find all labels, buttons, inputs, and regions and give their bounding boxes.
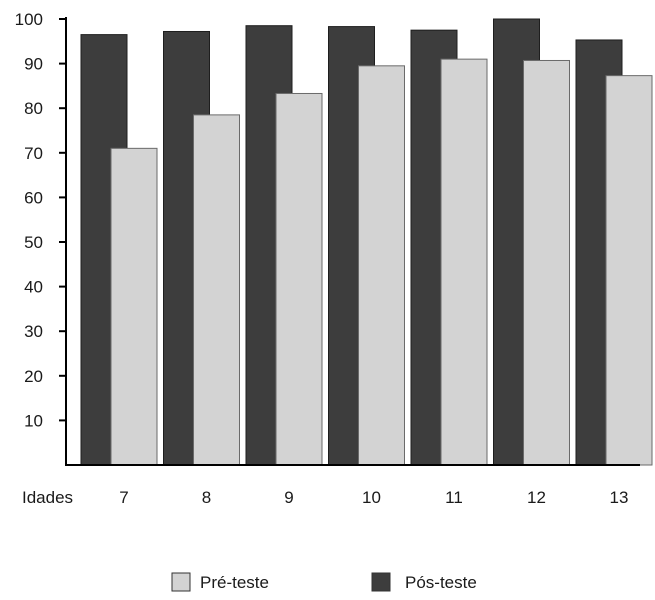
y-tick-label: 20 [24, 367, 43, 386]
bar-pre-teste [523, 59, 570, 466]
y-tick-label: 100 [15, 10, 43, 29]
y-tick-label: 60 [24, 188, 43, 207]
bar-pre-teste [440, 58, 488, 466]
y-tick-label: 30 [24, 322, 43, 341]
x-tick-label: 13 [610, 488, 629, 507]
x-tick-label: 11 [445, 488, 463, 507]
x-tick-label: 9 [284, 488, 293, 507]
y-tick-label: 90 [24, 55, 43, 74]
y-tick-label: 40 [24, 278, 43, 297]
bars-group [80, 18, 653, 466]
y-tick-label: 70 [24, 144, 43, 163]
legend-swatch [171, 572, 191, 592]
x-tick-label: 7 [119, 488, 128, 507]
legend: Pré-teste Pós-teste [171, 572, 477, 592]
bar-pre-teste [110, 147, 158, 466]
bar-pre-teste [193, 114, 240, 466]
x-axis-ticks: 7 8 9 10 11 12 13 [119, 488, 628, 507]
legend-label: Pré-teste [200, 573, 269, 592]
y-tick-label: 10 [24, 411, 43, 430]
y-tick-label: 80 [24, 99, 43, 118]
x-axis-label: Idades [22, 488, 73, 507]
legend-swatch [371, 572, 391, 592]
bar-pre-teste [605, 75, 653, 466]
x-tick-label: 8 [202, 488, 211, 507]
bar-pre-teste [358, 65, 405, 466]
legend-label: Pós-teste [405, 573, 477, 592]
bar-pre-teste [275, 92, 323, 466]
y-tick-label: 50 [24, 233, 43, 252]
x-tick-label: 10 [362, 488, 381, 507]
y-axis-ticks: 10 20 30 40 50 60 70 80 90 100 [15, 10, 66, 430]
x-tick-label: 12 [527, 488, 546, 507]
